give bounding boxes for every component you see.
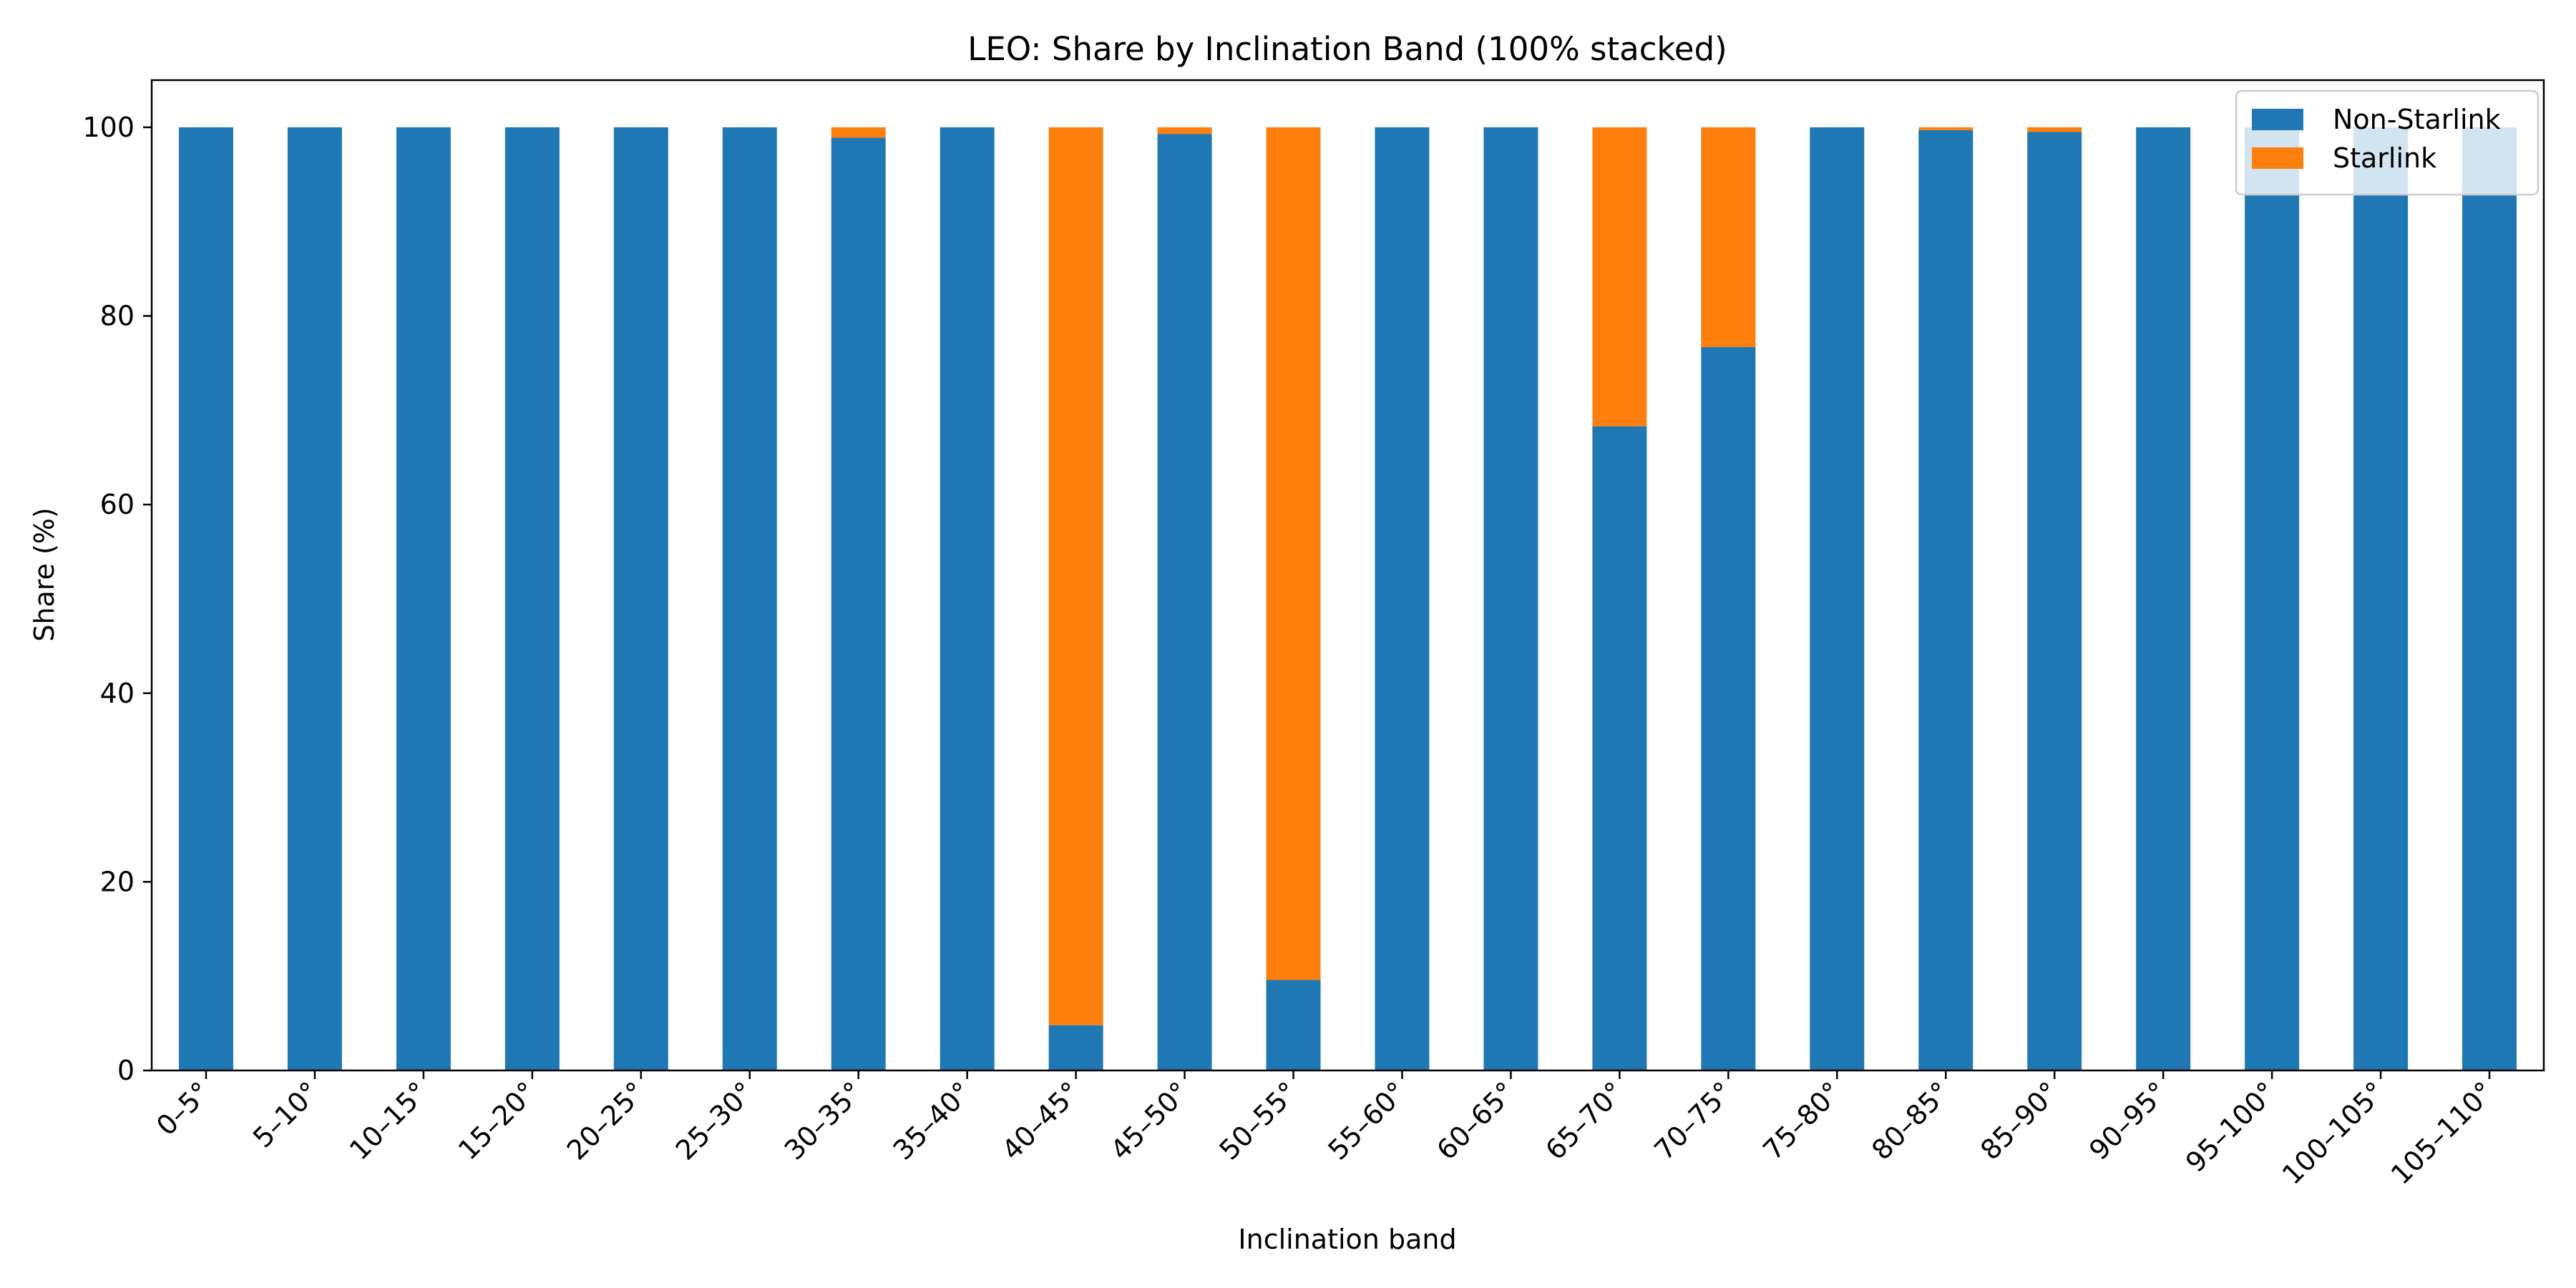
y-axis-label: Share (%)	[29, 507, 60, 642]
x-tick-label: 30–35°	[779, 1075, 869, 1166]
bar-starlink-9	[1157, 127, 1212, 135]
bar-non-starlink-9	[1157, 134, 1212, 1070]
bar-starlink-10	[1266, 127, 1321, 980]
x-tick-label: 5–10°	[247, 1075, 325, 1153]
x-tick-label: 65–70°	[1539, 1075, 1629, 1166]
bar-non-starlink-10	[1266, 980, 1321, 1070]
bar-non-starlink-12	[1483, 127, 1538, 1070]
x-tick-label: 40–45°	[996, 1075, 1086, 1166]
bar-non-starlink-2	[396, 127, 451, 1070]
bar-non-starlink-4	[613, 127, 668, 1070]
bar-starlink-13	[1592, 127, 1647, 426]
chart-title: LEO: Share by Inclination Band (100% sta…	[967, 30, 1727, 68]
y-tick-label: 40	[100, 678, 135, 709]
bar-starlink-8	[1048, 127, 1103, 1025]
legend-swatch-starlink	[2252, 147, 2303, 169]
bar-non-starlink-17	[2027, 132, 2082, 1070]
bar-non-starlink-13	[1592, 426, 1647, 1070]
x-tick-label: 95–100°	[2180, 1075, 2282, 1178]
x-tick-label: 100–105°	[2276, 1075, 2391, 1191]
bar-non-starlink-3	[504, 127, 560, 1070]
bar-non-starlink-11	[1375, 127, 1430, 1070]
x-tick-label: 70–75°	[1648, 1075, 1738, 1166]
legend-label-starlink: Starlink	[2333, 142, 2436, 174]
y-tick-label: 60	[100, 489, 135, 520]
bar-starlink-16	[1918, 127, 1974, 130]
bar-non-starlink-1	[287, 127, 342, 1070]
y-tick-label: 80	[100, 301, 135, 332]
x-tick-label: 10–15°	[343, 1075, 434, 1166]
x-tick-label: 45–50°	[1105, 1075, 1195, 1166]
legend-swatch-non-starlink	[2252, 109, 2303, 130]
x-axis-label: Inclination band	[1238, 1224, 1456, 1255]
bar-non-starlink-7	[940, 127, 995, 1070]
legend-label-non-starlink: Non-Starlink	[2333, 104, 2501, 135]
y-tick-label: 0	[117, 1055, 135, 1086]
legend-box	[2235, 89, 2540, 196]
legend: Non-Starlink Starlink	[2235, 89, 2540, 196]
bar-starlink-6	[831, 127, 886, 138]
x-tick-label: 105–110°	[2385, 1075, 2500, 1191]
x-tick-label: 75–80°	[1757, 1075, 1847, 1166]
bar-non-starlink-20	[2353, 127, 2409, 1070]
bar-starlink-14	[1701, 127, 1756, 348]
x-tick-label: 25–30°	[670, 1075, 760, 1166]
x-tick-label: 50–55°	[1214, 1075, 1304, 1166]
x-tick-label: 85–90°	[1974, 1075, 2064, 1166]
bar-non-starlink-21	[2462, 127, 2517, 1070]
bar-non-starlink-15	[1810, 127, 1865, 1070]
y-tick-label: 100	[82, 112, 135, 143]
x-tick-label: 35–40°	[887, 1075, 977, 1166]
bars-layer	[178, 127, 2517, 1071]
x-tick-label: 0–5°	[150, 1075, 216, 1141]
x-tick-label: 80–85°	[1865, 1075, 1956, 1166]
x-tick-label: 60–65°	[1430, 1075, 1521, 1166]
bar-non-starlink-18	[2136, 127, 2191, 1070]
plot-frame	[150, 79, 2545, 1072]
bar-non-starlink-0	[178, 127, 233, 1070]
x-tick-label: 55–60°	[1322, 1075, 1412, 1166]
x-tick-label: 90–95°	[2083, 1075, 2173, 1166]
bar-non-starlink-5	[722, 127, 777, 1070]
bar-non-starlink-6	[831, 137, 886, 1070]
x-tick-label: 15–20°	[452, 1075, 542, 1166]
bar-non-starlink-16	[1918, 130, 1974, 1071]
bar-non-starlink-8	[1048, 1025, 1103, 1070]
x-tick-label: 20–25°	[561, 1075, 651, 1166]
bar-non-starlink-19	[2245, 127, 2300, 1070]
bar-non-starlink-14	[1701, 347, 1756, 1070]
bar-starlink-17	[2027, 127, 2082, 132]
y-tick-label: 20	[100, 866, 135, 897]
